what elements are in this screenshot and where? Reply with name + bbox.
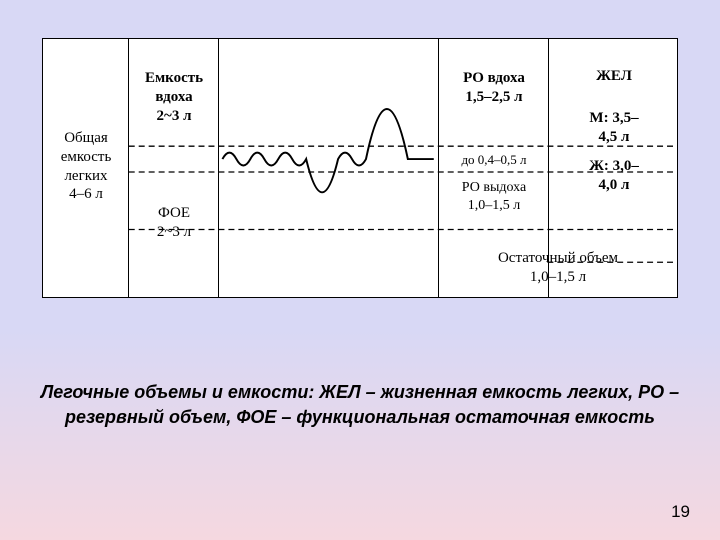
caption: Легочные объемы и емкости: ЖЕЛ – жизненн… <box>40 380 680 430</box>
label-do: до 0,4–0,5 л <box>441 152 547 168</box>
label-vc-f: Ж: 3,0–4,0 л <box>553 157 675 195</box>
background-bottom <box>0 330 720 540</box>
label-vc: ЖЕЛ <box>553 67 675 86</box>
label-ro-exp: РО выдоха1,0–1,5 л <box>441 179 547 214</box>
label-foe: ФОЕ2~3 л <box>131 204 217 242</box>
label-insp-capacity: Емкостьвдоха2~3 л <box>131 69 217 125</box>
label-total-capacity: Общаяемкостьлегких4–6 л <box>45 129 127 204</box>
label-residual: Остаточный объем1,0–1,5 л <box>441 249 675 287</box>
lung-volumes-diagram: Общаяемкостьлегких4–6 л Емкостьвдоха2~3 … <box>42 38 678 298</box>
label-vc-m: М: 3,5–4,5 л <box>553 109 675 147</box>
label-ro-insp: РО вдоха1,5–2,5 л <box>441 69 547 107</box>
page-number: 19 <box>671 502 690 522</box>
